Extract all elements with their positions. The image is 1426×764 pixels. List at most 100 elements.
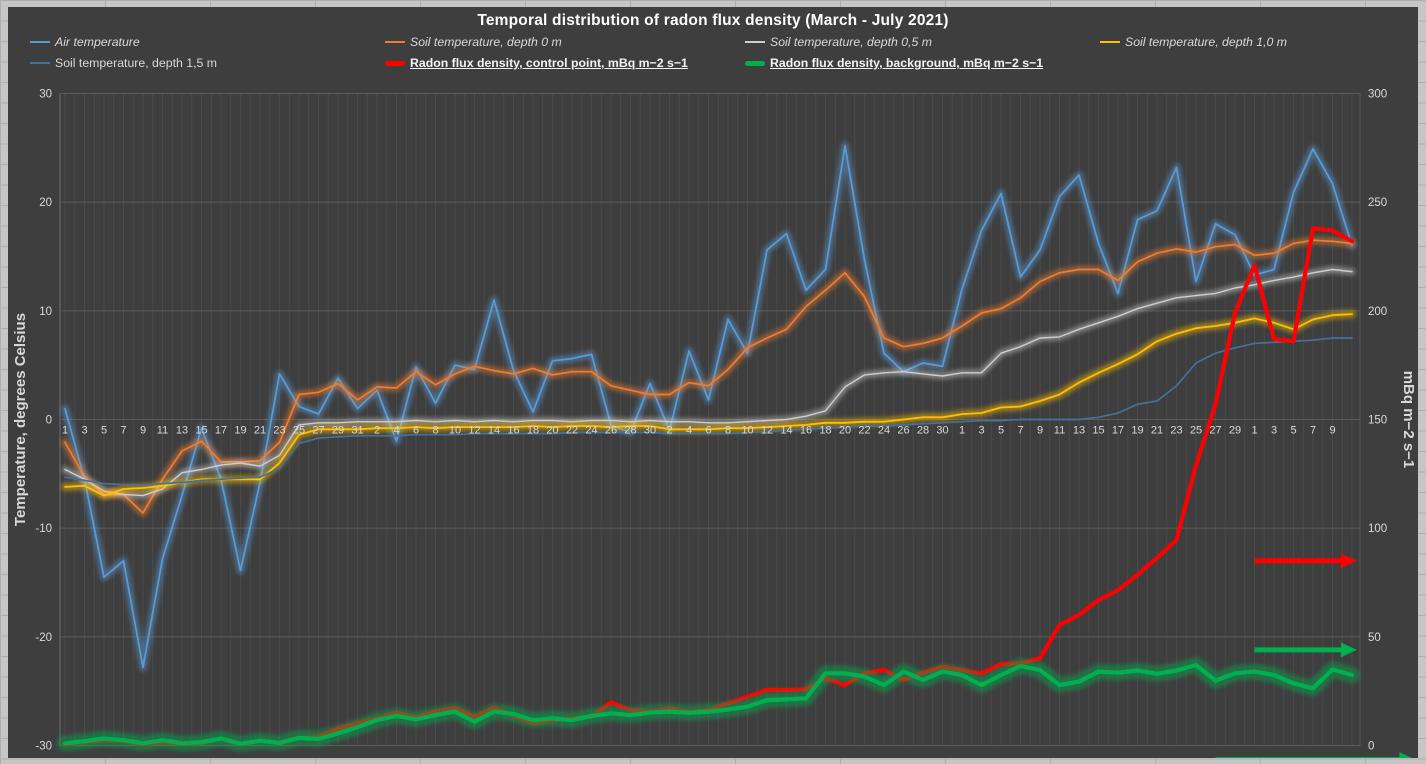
x-axis-tick-label: 9 — [140, 425, 146, 437]
chart-legend-row-1: Air temperature Soil temperature, depth 0… — [8, 35, 1418, 53]
x-axis-tick-label: 28 — [624, 425, 636, 437]
x-axis-tick-label: 24 — [878, 425, 890, 437]
x-axis-tick-label: 2 — [666, 425, 672, 437]
x-axis-tick-label: 17 — [215, 425, 227, 437]
x-axis-tick-label: 28 — [917, 425, 929, 437]
x-axis-tick-label: 19 — [1131, 425, 1143, 437]
x-axis-tick-label: 20 — [546, 425, 558, 437]
x-axis-tick-label: 12 — [761, 425, 773, 437]
x-axis-tick-label: 29 — [332, 425, 344, 437]
x-axis-tick-label: 12 — [468, 425, 480, 437]
x-axis-tick-label: 6 — [413, 425, 419, 437]
x-axis-tick-label: 21 — [1151, 425, 1163, 437]
x-axis-tick-label: 14 — [488, 425, 500, 437]
x-axis-tick-label: 11 — [1054, 425, 1065, 437]
x-axis-tick-label: 22 — [858, 425, 870, 437]
x-axis-tick-label: 16 — [507, 425, 519, 437]
x-axis-tick-label: 3 — [1271, 425, 1277, 437]
radon-flux-chart: Temporal distribution of radon flux dens… — [8, 7, 1418, 758]
control-arrow-head — [1340, 553, 1357, 569]
x-axis-tick-label: 3 — [81, 425, 87, 437]
x-axis-tick-label: 8 — [725, 425, 731, 437]
x-axis-tick-label: 18 — [819, 425, 831, 437]
x-axis-tick-label: 11 — [157, 425, 168, 437]
x-axis-tick-label: 5 — [998, 425, 1004, 437]
left-axis-tick-label: -30 — [35, 741, 52, 753]
series-line-background — [62, 662, 1355, 746]
x-axis-tick-label: 23 — [1170, 425, 1182, 437]
legend-marker-control — [385, 60, 405, 66]
series-line-soil10 — [64, 313, 1353, 497]
x-axis-tick-label: 31 — [351, 425, 363, 437]
legend-item: Soil temperature, depth 1,0 m — [1100, 35, 1287, 49]
x-axis-tick-label: 27 — [1209, 425, 1221, 437]
x-axis-tick-label: 5 — [101, 425, 107, 437]
series-line-soil0 — [64, 239, 1353, 514]
legend-label: Air temperature — [55, 35, 140, 49]
right-axis-tick-label: 50 — [1368, 632, 1381, 644]
x-axis-tick-label: 18 — [527, 425, 539, 437]
x-axis-tick-label: 5 — [1290, 425, 1296, 437]
legend-item: Soil temperature, depth 1,5 m — [30, 56, 217, 70]
series-line-air — [64, 144, 1353, 669]
legend-item: Air temperature — [30, 35, 140, 49]
left-axis-tick-label: 20 — [39, 197, 52, 209]
legend-marker-soil0 — [385, 41, 405, 43]
x-axis-tick-label: 7 — [1310, 425, 1316, 437]
x-axis-tick-label: 23 — [273, 425, 285, 437]
x-axis-tick-label: 26 — [605, 425, 617, 437]
left-axis-tick-label: -20 — [35, 632, 52, 644]
right-axis-tick-label: 250 — [1368, 197, 1387, 209]
legend-label: Soil temperature, depth 1,5 m — [55, 56, 217, 70]
x-axis-tick-label: 3 — [978, 425, 984, 437]
x-axis-tick-label: 14 — [780, 425, 792, 437]
left-axis-title: Temperature, degrees Celsius — [12, 313, 29, 526]
x-axis-tick-label: 10 — [449, 425, 461, 437]
x-axis-tick-label: 21 — [254, 425, 266, 437]
legend-marker-air — [30, 41, 50, 43]
legend-label: Soil temperature, depth 0 m — [410, 35, 562, 49]
right-axis-tick-label: 300 — [1368, 89, 1387, 101]
legend-item: Radon flux density, control point, mBq m… — [385, 56, 688, 70]
x-axis-tick-label: 30 — [936, 425, 948, 437]
x-axis-tick-label: 7 — [120, 425, 126, 437]
x-axis-tick-label: 10 — [741, 425, 753, 437]
right-axis-tick-label: 200 — [1368, 306, 1387, 318]
x-axis-tick-label: 22 — [566, 425, 578, 437]
right-axis-tick-label: 150 — [1368, 415, 1387, 427]
x-axis-tick-label: 15 — [1092, 425, 1104, 437]
x-axis-tick-label: 1 — [959, 425, 965, 437]
x-axis-tick-label: 8 — [432, 425, 438, 437]
x-axis-tick-label: 30 — [644, 425, 656, 437]
legend-marker-soil15 — [30, 62, 50, 64]
x-axis-tick-label: 29 — [1229, 425, 1241, 437]
x-axis-tick-label: 9 — [1329, 425, 1335, 437]
right-axis-title: mBq m−2 s−1 — [1400, 371, 1417, 469]
left-axis-tick-label: 30 — [39, 89, 52, 101]
legend-label: Radon flux density, control point, mBq m… — [410, 56, 688, 70]
legend-marker-soil10 — [1100, 41, 1120, 43]
x-axis-tick-label: 27 — [312, 425, 324, 437]
legend-item: Radon flux density, background, mBq m−2 … — [745, 56, 1043, 70]
x-axis-tick-label: 25 — [1190, 425, 1202, 437]
legend-label: Soil temperature, depth 0,5 m — [770, 35, 932, 49]
left-axis-tick-label: -10 — [35, 523, 52, 535]
x-axis-tick-label: 7 — [1017, 425, 1023, 437]
background-arrow-head — [1340, 642, 1357, 658]
x-axis-tick-label: 13 — [176, 425, 188, 437]
x-axis-tick-label: 25 — [293, 425, 305, 437]
legend-label: Soil temperature, depth 1,0 m — [1125, 35, 1287, 49]
x-axis-tick-label: 20 — [839, 425, 851, 437]
x-axis-tick-label: 6 — [705, 425, 711, 437]
x-axis-tick-label: 9 — [1037, 425, 1043, 437]
x-axis-tick-label: 16 — [800, 425, 812, 437]
x-axis-tick-label: 24 — [585, 425, 597, 437]
x-axis-tick-label: 1 — [1251, 425, 1257, 437]
x-axis-tick-label: 17 — [1112, 425, 1124, 437]
left-axis-tick-label: 0 — [46, 415, 52, 427]
legend-item: Soil temperature, depth 0 m — [385, 35, 562, 49]
left-axis-tick-label: 10 — [39, 306, 52, 318]
x-axis-tick-label: 26 — [897, 425, 909, 437]
series-line-soil15 — [64, 337, 1353, 486]
